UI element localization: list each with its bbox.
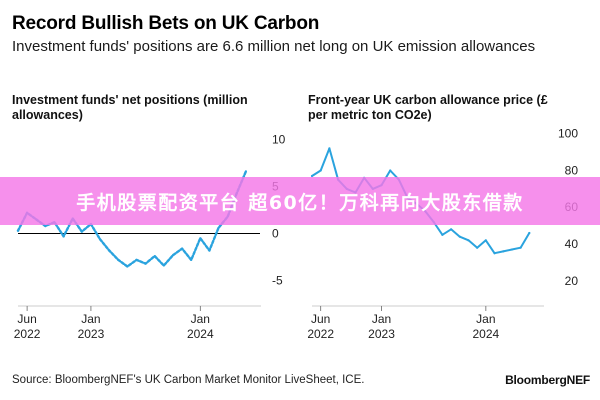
y-tick-label: -5 bbox=[272, 274, 283, 288]
x-tick-label: Jan bbox=[81, 312, 100, 326]
x-tick-label: Jan bbox=[372, 312, 391, 326]
data-point bbox=[502, 250, 505, 253]
data-point bbox=[80, 230, 83, 233]
right-panel-title: Front-year UK carbon allowance price (£ … bbox=[308, 93, 548, 122]
y-tick-label: 80 bbox=[565, 163, 579, 177]
data-point bbox=[441, 233, 444, 236]
x-tick-label: Jun bbox=[17, 312, 36, 326]
x-tick-label: Jan bbox=[191, 312, 210, 326]
x-tick-year: 2023 bbox=[368, 327, 395, 341]
data-point bbox=[519, 246, 522, 249]
data-point bbox=[190, 258, 193, 261]
data-point bbox=[153, 255, 156, 258]
data-point bbox=[510, 248, 514, 251]
data-point bbox=[62, 235, 65, 238]
data-point bbox=[217, 226, 220, 229]
chart-title: Record Bullish Bets on UK Carbon bbox=[12, 13, 320, 34]
promo-banner[interactable]: 手机股票配资平台 超60亿！万科再向大股东借款 bbox=[0, 177, 600, 225]
data-point bbox=[310, 174, 314, 178]
data-point bbox=[244, 170, 247, 173]
y-tick-label: 40 bbox=[565, 237, 579, 251]
x-tick-year: 2023 bbox=[78, 327, 105, 341]
source-note: Source: BloombergNEF's UK Carbon Market … bbox=[12, 374, 365, 386]
data-point bbox=[98, 238, 102, 241]
data-point bbox=[208, 249, 211, 252]
x-tick-label: Jun bbox=[311, 312, 330, 326]
y-tick-label: 0 bbox=[272, 227, 279, 241]
y-tick-label: 100 bbox=[558, 127, 578, 141]
data-point bbox=[16, 229, 20, 232]
data-point bbox=[126, 265, 129, 268]
data-point bbox=[162, 264, 165, 267]
data-point bbox=[476, 246, 479, 249]
brand-logo: BloombergNEF bbox=[505, 373, 590, 387]
data-point bbox=[528, 231, 531, 235]
left-panel-title: Investment funds' net positions (million… bbox=[12, 93, 248, 122]
data-point bbox=[484, 239, 487, 242]
y-tick-label: 20 bbox=[565, 274, 579, 288]
x-tick-year: 2022 bbox=[307, 327, 334, 341]
x-tick-year: 2024 bbox=[187, 327, 214, 341]
data-point bbox=[328, 147, 331, 150]
data-point bbox=[319, 169, 322, 172]
data-point bbox=[180, 247, 184, 250]
y-tick-label: 10 bbox=[272, 132, 286, 146]
data-point bbox=[135, 258, 138, 261]
data-point bbox=[108, 249, 111, 252]
data-point bbox=[458, 235, 461, 238]
data-point bbox=[117, 258, 120, 261]
x-tick-year: 2022 bbox=[14, 327, 41, 341]
data-point bbox=[171, 254, 175, 257]
x-tick-year: 2024 bbox=[472, 327, 499, 341]
chart-subtitle: Investment funds' positions are 6.6 mill… bbox=[12, 38, 536, 55]
data-point bbox=[44, 224, 47, 228]
x-tick-label: Jan bbox=[476, 312, 495, 326]
promo-banner-text: 手机股票配资平台 超60亿！万科再向大股东借款 bbox=[76, 191, 524, 214]
data-point bbox=[449, 228, 453, 231]
data-point bbox=[199, 237, 202, 240]
data-point bbox=[389, 169, 392, 172]
data-point bbox=[467, 239, 470, 242]
data-point bbox=[493, 252, 496, 255]
data-point bbox=[144, 262, 147, 265]
